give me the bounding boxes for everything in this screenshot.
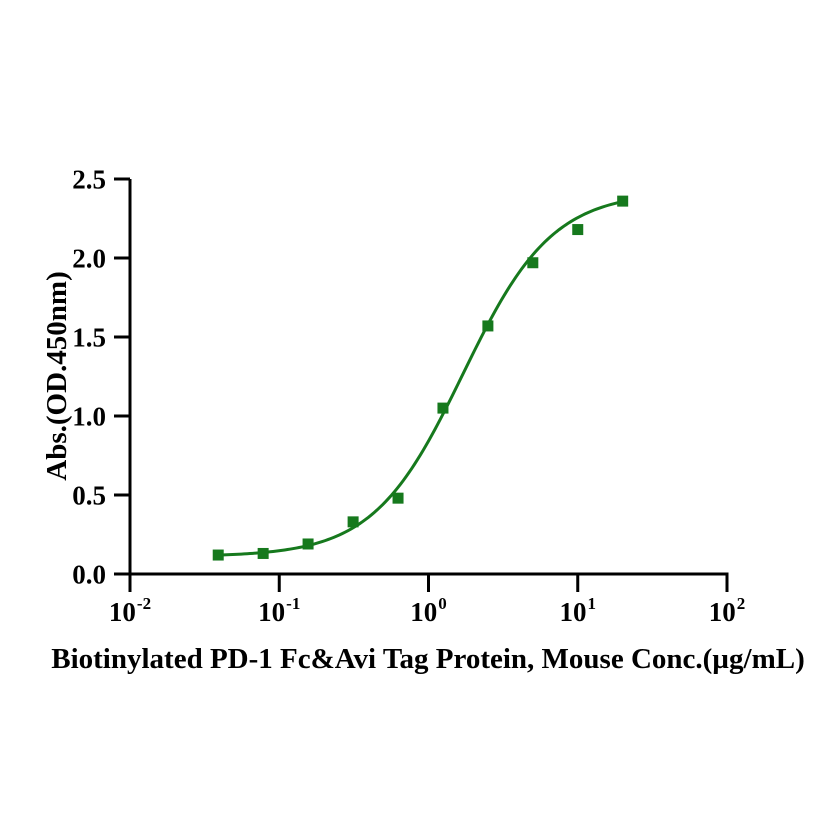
y-tick-label: 2.0 (72, 244, 106, 274)
fit-curve (216, 200, 625, 557)
data-point (347, 516, 359, 528)
data-series (212, 195, 629, 561)
y-tick-label: 0.0 (72, 560, 106, 590)
y-tick-label: 0.5 (72, 481, 106, 511)
y-tick-label: 1.5 (72, 323, 106, 353)
data-point (302, 538, 314, 550)
y-tick-label: 1.0 (72, 402, 106, 432)
x-tick-label: 102 (709, 594, 746, 627)
x-tick-label: 100 (410, 594, 447, 627)
x-tick-label: 101 (560, 594, 597, 627)
x-tick-label: 10-2 (109, 594, 151, 627)
data-point (572, 224, 584, 236)
data-point (392, 492, 404, 504)
data-point (437, 402, 449, 414)
y-axis-title: Abs.(OD.450nm) (41, 271, 73, 480)
data-point (257, 547, 269, 559)
x-tick-label: 10-1 (258, 594, 300, 627)
data-point (617, 195, 629, 207)
axes: 0.0 0.5 1.0 1.5 2.0 2.5 10-2 10-1 100 101 102 (72, 165, 745, 628)
x-axis-title: Biotinylated PD-1 Fc&Avi Tag Protein, Mo… (51, 643, 804, 675)
y-tick-label: 2.5 (72, 165, 106, 195)
data-point (527, 257, 539, 269)
data-point (482, 320, 494, 332)
data-point (212, 549, 224, 561)
